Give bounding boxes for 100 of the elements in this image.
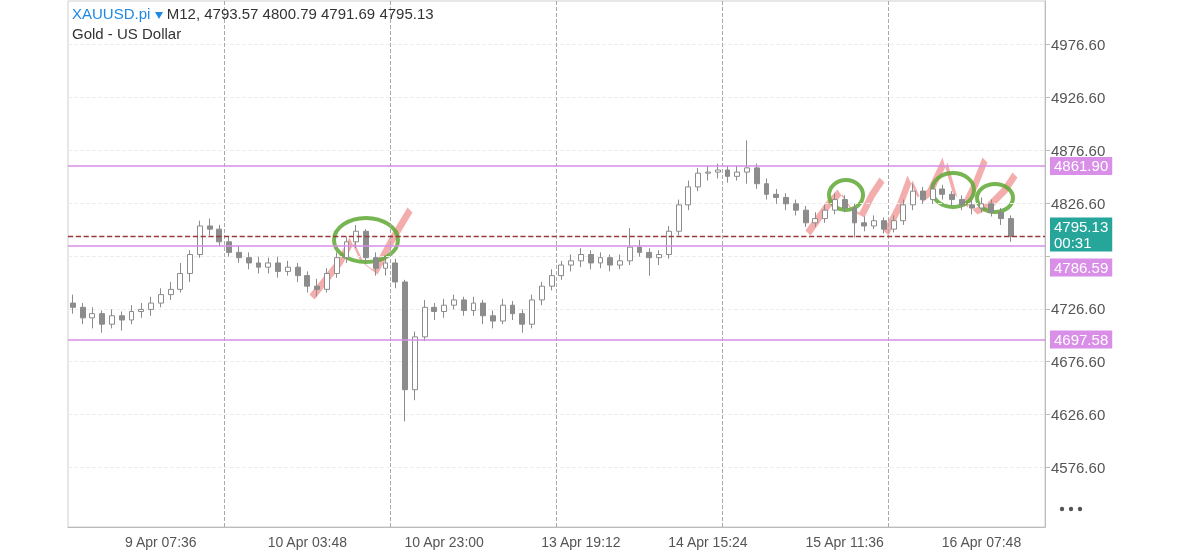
candlestick (510, 300, 515, 321)
candlestick (822, 204, 828, 224)
candlestick (725, 165, 730, 184)
candlestick (793, 199, 799, 216)
candlestick (70, 294, 76, 315)
candlestick (988, 199, 994, 217)
candlestick (637, 239, 642, 258)
candlestick (295, 262, 301, 283)
x-tick-label: 14 Apr 15:24 (668, 534, 748, 550)
candlestick (129, 304, 134, 325)
candlestick (392, 258, 398, 289)
candlestick (676, 199, 682, 236)
candlestick (598, 251, 603, 269)
y-tick-label: 4576.60 (1051, 458, 1106, 476)
candlestick (422, 299, 428, 342)
candlestick (373, 251, 379, 277)
candlestick (168, 281, 174, 301)
x-tick-label: 9 Apr 07:36 (125, 534, 197, 550)
candlestick (646, 247, 652, 277)
candlestick (207, 218, 213, 236)
candlestick (861, 215, 867, 232)
candlestick (490, 309, 496, 329)
x-tick-label: 10 Apr 03:48 (267, 534, 348, 550)
candlestick (588, 249, 594, 270)
candlestick (80, 302, 86, 325)
candlestick (930, 182, 936, 205)
candlestick (773, 188, 779, 205)
candlestick (324, 267, 330, 294)
candlestick (959, 194, 965, 211)
candlestick (734, 165, 740, 182)
y-tick-label: 4926.60 (1051, 89, 1106, 107)
candlestick (764, 177, 769, 201)
candlestick (353, 224, 359, 249)
candlestick (99, 309, 105, 334)
candlestick (480, 299, 486, 325)
candlestick (461, 296, 467, 317)
candlestick (812, 211, 818, 228)
candlestick (402, 279, 408, 422)
candlestick (148, 296, 154, 317)
candlestick (314, 278, 320, 298)
candlestick (695, 167, 701, 192)
candlestick (900, 199, 906, 226)
candlestick (715, 163, 721, 179)
ref-line-label: 4861.90 (1054, 157, 1109, 175)
candlestick (656, 249, 662, 266)
candlestick (549, 268, 555, 291)
candlestick (871, 214, 877, 230)
candlestick (910, 183, 916, 211)
candlestick (705, 165, 711, 182)
candlestick (920, 186, 926, 205)
text: Gold - US Dollar (72, 24, 183, 44)
candlestick (539, 281, 545, 306)
chart-title: XAUUSD.pi (72, 5, 151, 22)
candlestick (754, 163, 760, 190)
candlestick (558, 260, 564, 281)
candlestick (119, 311, 125, 332)
candlestick (852, 203, 857, 239)
x-tick-label: 15 Apr 11:36 (805, 534, 885, 550)
y-tick-label: 4626.60 (1051, 405, 1106, 423)
candlestick (969, 199, 975, 215)
x-tick-label: 13 Apr 19:12 (541, 534, 621, 550)
candlestick (744, 139, 750, 185)
ref-line-label: 4795.13 (1054, 217, 1109, 235)
candlestick (383, 257, 388, 277)
annotation: M12, 4793.57 4800.79 4791.69 4795.13 (166, 5, 434, 22)
candlestick (89, 306, 95, 329)
y-tick-label: 4726.60 (1051, 300, 1106, 318)
candlestick (998, 207, 1004, 226)
candlestick (412, 331, 418, 401)
ref-line-label: 4786.59 (1054, 258, 1109, 276)
candlestick (832, 192, 838, 215)
y-tick-label: 4976.60 (1051, 36, 1106, 54)
candlestick (236, 245, 242, 264)
candlestick (519, 308, 525, 334)
text: 00:31 (1054, 233, 1092, 251)
candlestick (939, 184, 945, 201)
candlestick (197, 220, 203, 259)
ref-line-label: 4697.58 (1054, 330, 1109, 348)
candlestick (451, 294, 457, 310)
y-tick-label: 4676.60 (1051, 353, 1106, 371)
candlestick (187, 249, 193, 283)
x-tick-label: 16 Apr 07:48 (941, 534, 1022, 550)
candlestick (256, 256, 261, 275)
candlestick (1008, 214, 1014, 243)
y-tick-label: 4876.60 (1051, 141, 1106, 159)
candlestick (158, 287, 164, 308)
candlestick (334, 251, 340, 279)
candlestick (246, 251, 252, 270)
candlestick (881, 217, 887, 234)
candlestick (627, 227, 633, 266)
candlestick (177, 262, 183, 294)
candlestick (275, 256, 281, 279)
candlestick (471, 296, 476, 317)
candlestick (617, 253, 623, 270)
candlestick (842, 194, 848, 213)
candlestick (265, 257, 271, 275)
candlestick (441, 298, 447, 319)
candlestick (949, 190, 955, 207)
candlestick (783, 192, 789, 211)
candlestick (685, 180, 691, 211)
